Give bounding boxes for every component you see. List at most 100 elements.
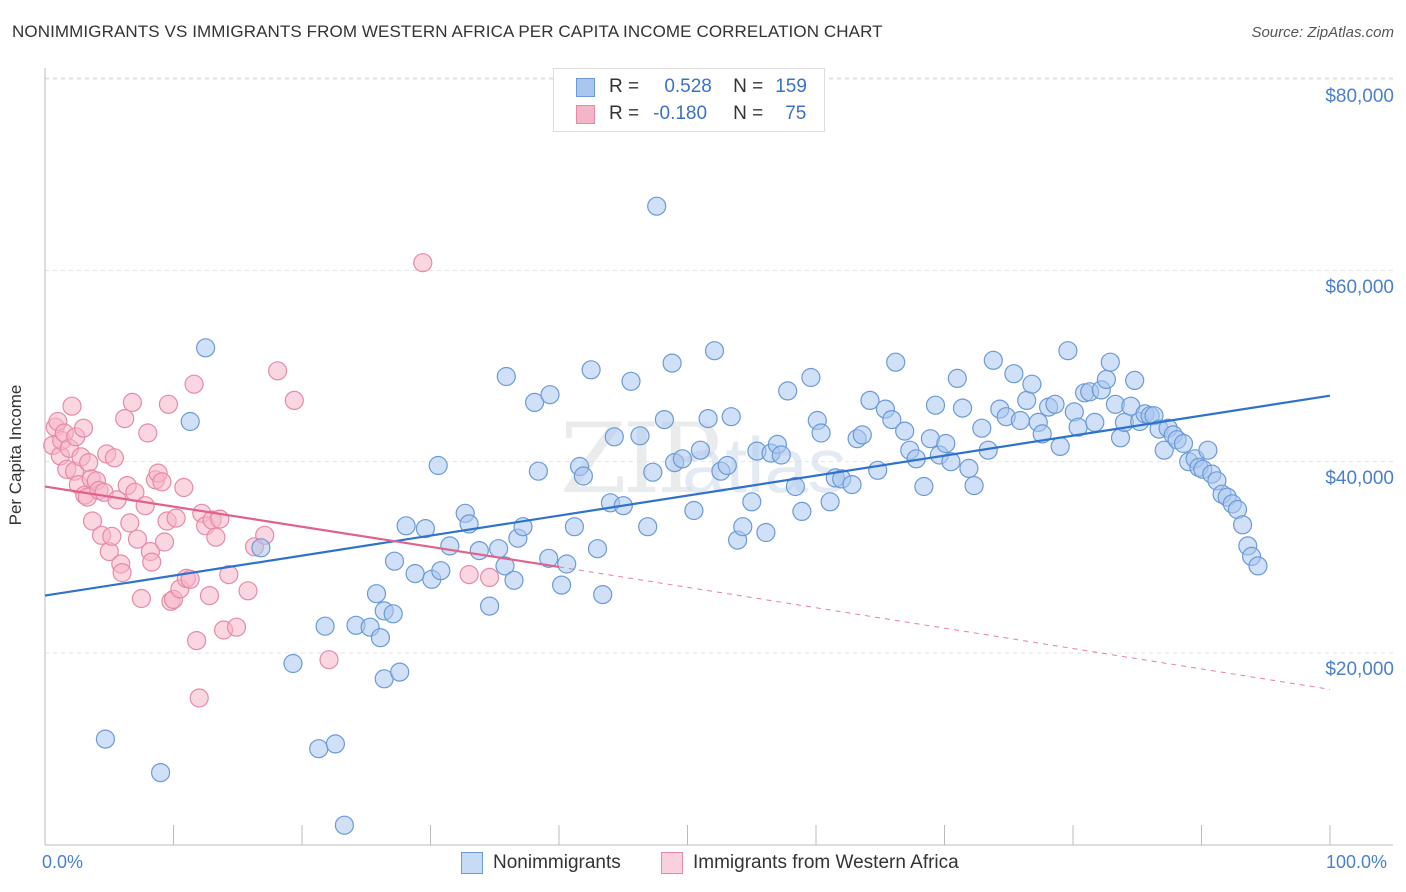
nonimmigrant-point-24 <box>431 561 451 581</box>
r-label: R = <box>609 103 640 124</box>
legend-item-immigrants[interactable]: Immigrants from Western Africa <box>661 852 959 874</box>
legend-label: Nonimmigrants <box>493 852 621 873</box>
nonimmigrant-point-118 <box>1050 436 1070 456</box>
trend-lines <box>44 394 1331 690</box>
nonimmigrant-point-119 <box>1058 341 1078 361</box>
x-tick-label-max: 100.0% <box>1326 852 1388 872</box>
nonimmigrant-point-29 <box>480 596 500 616</box>
nonimmigrant-point-77 <box>792 501 812 521</box>
nonimmigrant-point-1 <box>151 762 171 783</box>
nonimmigrant-point-78 <box>801 367 821 388</box>
nonimmigrant-point-2 <box>180 411 200 432</box>
nonimmigrant-point-46 <box>587 539 608 559</box>
nonimmigrant-point-63 <box>704 341 725 361</box>
nonimmigrant-point-20 <box>405 563 425 584</box>
immigrant-point-8 <box>62 396 82 416</box>
nonimmigrant-point-39 <box>540 385 560 405</box>
nonimmigrant-point-40 <box>551 575 572 595</box>
nonimmigrant-point-115 <box>1032 424 1052 444</box>
nonimmigrant-point-6 <box>315 616 335 636</box>
nonimmigrant-point-47 <box>593 584 613 605</box>
nonimmigrant-point-18 <box>396 516 416 536</box>
y-tick-label-60000: $60,000 <box>1325 277 1394 298</box>
immigrant-point-73 <box>459 564 479 585</box>
immigrant-point-74 <box>480 567 500 588</box>
nonimmigrant-point-68 <box>733 517 753 537</box>
nonimmigrant-point-107 <box>983 350 1003 370</box>
nonimmigrant-point-81 <box>820 492 840 512</box>
legend-item-nonimmigrants[interactable]: Nonimmigrants <box>461 852 621 874</box>
pink-swatch <box>576 104 595 124</box>
nonimmigrant-point-105 <box>972 418 992 438</box>
nonimmigrant-point-154 <box>1232 515 1253 535</box>
n-value: 159 <box>775 76 807 97</box>
nonimmigrant-point-86 <box>852 425 872 445</box>
immigrant-point-30 <box>115 409 135 429</box>
immigrant-point-61 <box>206 527 226 547</box>
nonimmigrant-point-126 <box>1096 369 1117 389</box>
nonimmigrant-point-41 <box>557 554 577 574</box>
watermark: ZIP <box>560 403 719 515</box>
nonimmigrant-point-66 <box>721 407 741 427</box>
r-value: -0.180 <box>653 103 708 124</box>
nonimmigrant-point-71 <box>756 522 776 543</box>
nonimmigrant-point-57 <box>662 353 682 373</box>
nonimmigrant-point-53 <box>638 517 658 537</box>
immigrant-point-64 <box>219 564 239 585</box>
nonimmigrant-point-14 <box>370 628 390 648</box>
nonimmigrant-point-49 <box>604 427 624 447</box>
nonimmigrant-point-75 <box>778 381 798 401</box>
nonimmigrant-point-51 <box>621 371 641 391</box>
immigrant-point-16 <box>79 453 99 473</box>
nonimmigrant-point-4 <box>251 538 271 558</box>
nonimmigrant-point-59 <box>672 449 693 469</box>
nonimmigrant-point-103 <box>959 458 979 478</box>
nonimmigrant-point-23 <box>428 455 448 476</box>
immigrant-point-32 <box>120 513 140 533</box>
nonimmigrant-point-102 <box>952 398 973 418</box>
nonimmigrant-point-44 <box>573 466 594 486</box>
immigrant-point-66 <box>238 581 258 601</box>
immigrant-point-29 <box>112 562 132 583</box>
nonimmigrant-point-87 <box>860 390 880 410</box>
nonimmigrant-point-16 <box>383 604 403 624</box>
x-tick-label-min: 0.0% <box>42 852 84 872</box>
immigrant-point-44 <box>154 532 175 552</box>
nonimmigrant-point-61 <box>690 440 711 460</box>
nonimmigrant-point-104 <box>964 476 984 496</box>
nonimmigrant-point-157 <box>1248 556 1268 576</box>
nonimmigrant-point-60 <box>684 500 704 521</box>
immigrant-point-65 <box>226 617 247 637</box>
series-nonimmigrants-points <box>95 196 1268 835</box>
nonimmigrant-point-37 <box>528 461 549 481</box>
chart-title: NONIMMIGRANTS VS IMMIGRANTS FROM WESTERN… <box>12 22 883 41</box>
nonimmigrant-point-113 <box>1022 374 1042 394</box>
correlation-row-immigrants: R = -0.180 N = 75 <box>554 101 806 127</box>
nonimmigrant-point-84 <box>842 475 862 495</box>
immigrant-point-43 <box>152 472 172 492</box>
y-tick-label-80000: $80,000 <box>1325 86 1394 107</box>
nonimmigrant-point-45 <box>581 360 601 380</box>
immigrant-point-71 <box>319 650 339 670</box>
nonimmigrant-point-138 <box>1154 440 1174 460</box>
series-immigrants-points <box>43 253 500 708</box>
nonimmigrant-point-8 <box>325 734 345 754</box>
nonimmigrant-point-54 <box>643 462 663 482</box>
nonimmigrant-point-76 <box>785 476 806 497</box>
nonimmigrant-point-19 <box>384 551 405 571</box>
immigrant-point-54 <box>184 374 204 394</box>
nonimmigrant-point-5 <box>283 653 303 674</box>
immigrant-point-18 <box>82 511 103 531</box>
nonimmigrant-point-31 <box>495 556 515 576</box>
trend-line-nonimmigrants <box>44 394 1331 597</box>
grid-lines <box>45 77 1393 654</box>
nonimmigrant-point-142 <box>1173 433 1194 454</box>
immigrant-point-36 <box>131 588 151 609</box>
nonimmigrant-point-127 <box>1100 352 1120 372</box>
trend-line-immigrants <box>44 485 560 568</box>
immigrant-point-40 <box>142 552 162 572</box>
nonimmigrant-point-90 <box>882 410 902 430</box>
n-label: N = <box>733 103 764 124</box>
nonimmigrant-point-21 <box>415 518 435 539</box>
